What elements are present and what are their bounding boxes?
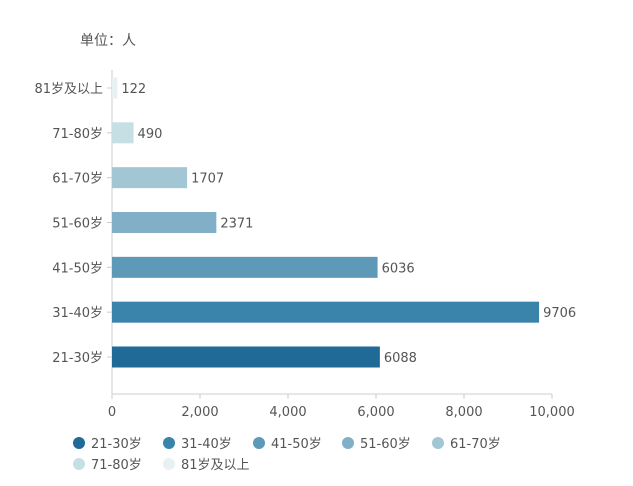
bar — [112, 256, 378, 278]
data-label: 122 — [121, 82, 146, 97]
bar — [112, 77, 118, 99]
legend-marker — [73, 458, 85, 470]
data-label: 6088 — [384, 351, 417, 366]
bar — [112, 212, 217, 233]
legend-marker — [432, 437, 444, 449]
y-tick-label: 71-80岁 — [52, 127, 103, 142]
legend-marker — [253, 437, 265, 449]
data-label: 490 — [138, 127, 163, 142]
y-tick-label: 21-30岁 — [52, 351, 103, 366]
legend-label: 51-60岁 — [360, 437, 411, 452]
y-tick-label: 81岁及以上 — [34, 82, 103, 97]
x-tick-label: 0 — [108, 405, 116, 420]
bar — [112, 346, 380, 368]
legend-label: 31-40岁 — [181, 437, 232, 452]
legend-marker — [73, 437, 85, 449]
y-tick-label: 61-70岁 — [52, 172, 103, 187]
legend-label: 71-80岁 — [91, 458, 142, 473]
x-tick-label: 10,000 — [529, 405, 575, 420]
legend-label: 81岁及以上 — [181, 458, 250, 473]
data-label: 2371 — [220, 217, 253, 232]
legend-label: 61-70岁 — [450, 437, 501, 452]
y-tick-label: 41-50岁 — [52, 261, 103, 276]
x-tick-label: 4,000 — [269, 405, 306, 420]
bar — [112, 122, 134, 144]
legend-label: 41-50岁 — [271, 437, 322, 452]
legend-marker — [163, 458, 175, 470]
legend-marker — [163, 437, 175, 449]
data-label: 1707 — [191, 172, 224, 187]
unit-label: 单位：人 — [80, 33, 136, 49]
bar — [112, 167, 188, 189]
data-label: 9706 — [543, 306, 576, 321]
y-tick-label: 31-40岁 — [52, 306, 103, 321]
x-tick-label: 2,000 — [181, 405, 218, 420]
y-tick-label: 51-60岁 — [52, 217, 103, 232]
bar — [112, 301, 540, 323]
x-tick-label: 6,000 — [357, 405, 394, 420]
data-label: 6036 — [382, 261, 415, 276]
legend-marker — [342, 437, 354, 449]
legend-label: 21-30岁 — [91, 437, 142, 452]
x-tick-label: 8,000 — [445, 405, 482, 420]
